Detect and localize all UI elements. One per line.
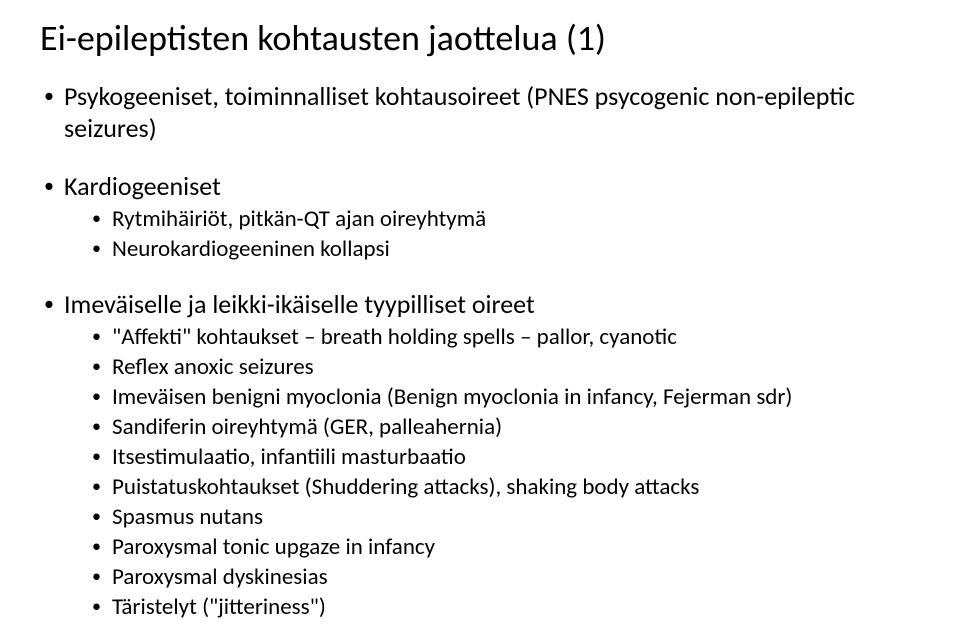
bullet-level2: Neurokardiogeeninen kollapsi — [88, 235, 926, 264]
bullet-text: Kardiogeeniset — [64, 170, 221, 202]
bullet-level2: Spasmus nutans — [88, 503, 926, 532]
bullet-level1: Kardiogeeniset Rytmihäiriöt, pitkän-QT a… — [40, 171, 926, 264]
bullet-level2: Reflex anoxic seizures — [88, 353, 926, 382]
bullet-level2: Täristelyt ("jitteriness") — [88, 593, 926, 622]
bullet-level2: "Affekti" kohtaukset – breath holding sp… — [88, 323, 926, 352]
slide-container: Ei-epileptisten kohtausten jaottelua (1)… — [0, 0, 960, 632]
bullet-level2: Paroxysmal dyskinesias — [88, 563, 926, 592]
bullet-list: Psykogeeniset, toiminnalliset kohtausoir… — [40, 81, 926, 622]
bullet-sublist: Rytmihäiriöt, pitkän-QT ajan oireyhtymä … — [64, 205, 926, 264]
bullet-text: Imeväiselle ja leikki-ikäiselle tyypilli… — [64, 288, 535, 320]
bullet-level2: Rytmihäiriöt, pitkän-QT ajan oireyhtymä — [88, 205, 926, 234]
bullet-level2: Paroxysmal tonic upgaze in infancy — [88, 533, 926, 562]
bullet-level1: Imeväiselle ja leikki-ikäiselle tyypilli… — [40, 289, 926, 621]
bullet-level2: Itsestimulaatio, infantiili masturbaatio — [88, 443, 926, 472]
bullet-level2: Imeväisen benigni myoclonia (Benign myoc… — [88, 383, 926, 412]
bullet-sublist: "Affekti" kohtaukset – breath holding sp… — [64, 323, 926, 622]
bullet-level1: Psykogeeniset, toiminnalliset kohtausoir… — [40, 81, 926, 144]
bullet-level2: Sandiferin oireyhtymä (GER, palleahernia… — [88, 413, 926, 442]
bullet-level2: Puistatuskohtaukset (Shuddering attacks)… — [88, 473, 926, 502]
slide-title: Ei-epileptisten kohtausten jaottelua (1) — [40, 18, 926, 59]
